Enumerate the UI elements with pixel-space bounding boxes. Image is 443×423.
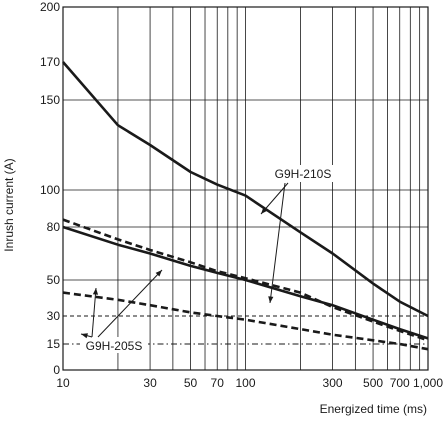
reference-lines bbox=[63, 315, 428, 345]
annotation-arrow-line bbox=[260, 182, 289, 215]
y-tick-label: 150 bbox=[40, 93, 60, 107]
annotation-g9h-210s: G9H-210S bbox=[272, 165, 334, 182]
annotation-arrow-line bbox=[97, 269, 163, 338]
annotation-arrowhead bbox=[155, 270, 162, 277]
y-tick-label: 30 bbox=[47, 309, 61, 323]
x-tick-label: 1,000 bbox=[413, 376, 443, 390]
x-tick-label: 500 bbox=[363, 376, 383, 390]
y-tick-label: 50 bbox=[47, 273, 61, 287]
y-tick-label: 0 bbox=[53, 363, 60, 377]
series-line-1 bbox=[62, 61, 429, 318]
annotation-arrowhead bbox=[92, 288, 99, 295]
annotation-arrow-line bbox=[91, 287, 97, 338]
y-tick-label: 80 bbox=[47, 220, 61, 234]
y-tick-label: 15 bbox=[47, 337, 61, 351]
y-tick-label: 170 bbox=[40, 55, 60, 69]
x-tick-label: 70 bbox=[211, 376, 225, 390]
annotation-g9h-210s-box bbox=[272, 165, 334, 182]
y-tick-label: 100 bbox=[40, 183, 60, 197]
x-axis-label: Energized time (ms) bbox=[320, 402, 427, 416]
annotation-g9h-210s-label: G9H-210S bbox=[275, 167, 332, 181]
x-tick-labels: 10 30 50 70 100 300 500 700 1,000 bbox=[56, 376, 443, 390]
y-tick-labels: 0 15 30 50 80 100 150 170 200 bbox=[40, 0, 60, 377]
chart-grid bbox=[62, 7, 429, 370]
annotation-arrows bbox=[80, 182, 289, 339]
annotation-g9h-205s-box bbox=[80, 337, 148, 353]
y-tick-label: 200 bbox=[40, 0, 60, 14]
series-line-2 bbox=[62, 218, 429, 342]
annotation-g9h-205s-label: G9H-205S bbox=[86, 339, 143, 353]
annotation-arrowhead bbox=[261, 207, 268, 214]
annotation-arrow-line bbox=[269, 182, 286, 304]
data-series bbox=[62, 61, 429, 351]
annotation-arrowhead bbox=[268, 296, 274, 303]
x-tick-label: 30 bbox=[143, 376, 157, 390]
y-axis-label: Inrush current (A) bbox=[2, 158, 16, 251]
x-tick-label: 700 bbox=[390, 376, 410, 390]
series-line-4 bbox=[62, 291, 429, 351]
x-tick-label: 10 bbox=[56, 376, 70, 390]
annotation-g9h-205s: G9H-205S bbox=[80, 337, 148, 353]
x-tick-label: 300 bbox=[323, 376, 343, 390]
annotation-arrowhead bbox=[81, 333, 88, 339]
x-tick-label: 100 bbox=[235, 376, 255, 390]
plot-frame bbox=[62, 6, 429, 371]
x-tick-label: 50 bbox=[184, 376, 198, 390]
series-line-3 bbox=[62, 225, 429, 340]
